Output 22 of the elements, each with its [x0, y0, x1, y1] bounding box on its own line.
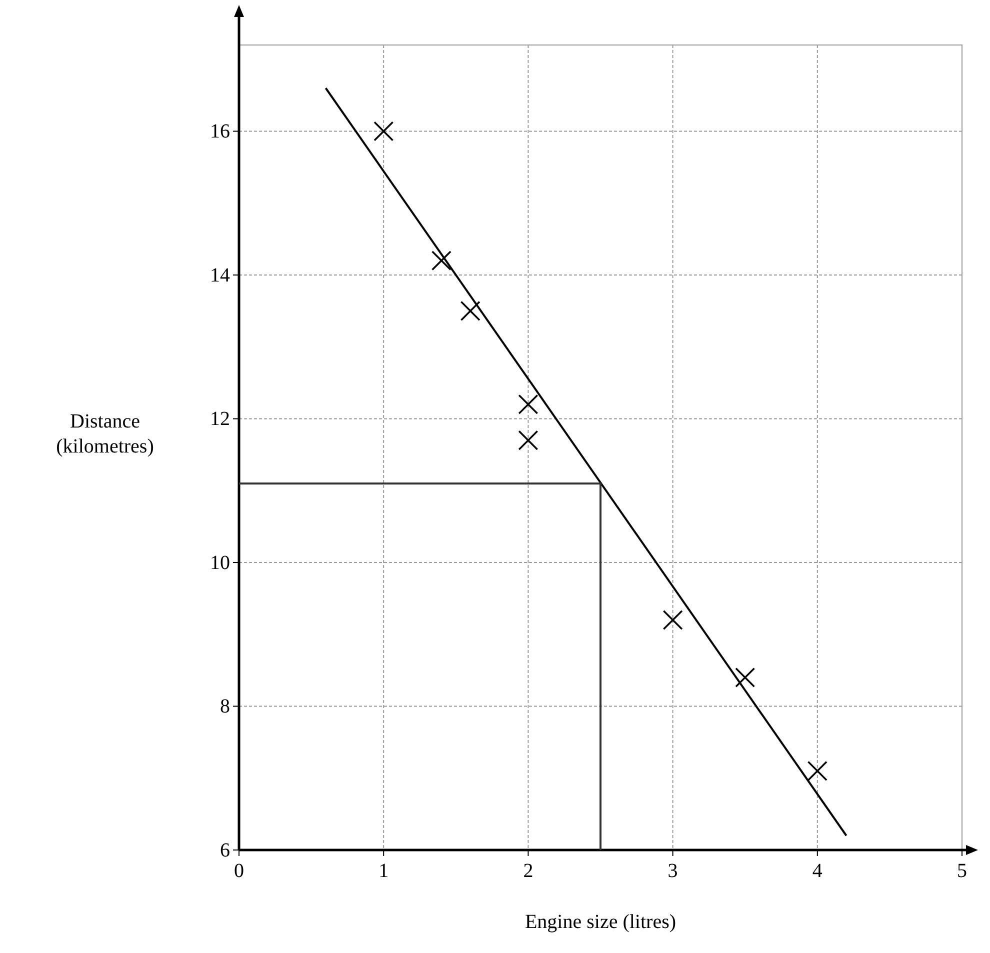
point — [460, 300, 480, 321]
point — [518, 430, 538, 450]
y-tick-label: 8 — [220, 696, 230, 718]
point — [662, 610, 683, 630]
y-tick-label: 14 — [210, 264, 230, 286]
x-axis-title: Engine size (litres) — [524, 911, 676, 933]
y-tick-label: 10 — [210, 552, 230, 574]
point — [431, 250, 452, 271]
y-tick-label: 6 — [220, 839, 230, 862]
point — [374, 121, 394, 142]
y-tick-label: 16 — [210, 120, 230, 143]
x-tick-label: 3 — [668, 860, 678, 882]
y-tick-label: 12 — [210, 408, 230, 430]
point — [518, 394, 538, 414]
x-tick-label: 1 — [378, 860, 389, 882]
x-tick-label: 0 — [234, 860, 244, 882]
x-tick-label: 4 — [812, 860, 822, 882]
y-axis-title: Distance (kilometres) — [56, 410, 154, 458]
point — [807, 760, 828, 781]
point — [735, 667, 756, 688]
x-tick-label: 2 — [523, 860, 534, 882]
x-tick-label: 5 — [957, 860, 967, 882]
